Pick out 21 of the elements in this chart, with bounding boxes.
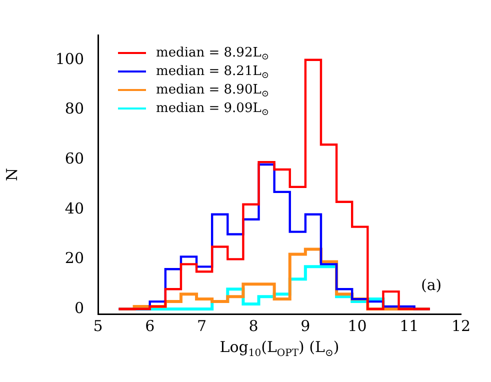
x-tick-label: 12 bbox=[451, 316, 471, 335]
y-axis-title: N bbox=[2, 168, 21, 182]
annotation: (a) bbox=[421, 276, 442, 294]
x-tick-label: 11 bbox=[400, 316, 419, 335]
x-tick-label: 9 bbox=[300, 316, 310, 335]
x-tick-label: 5 bbox=[93, 316, 103, 335]
y-tick-label: 80 bbox=[64, 100, 84, 118]
y-tick-label: 60 bbox=[64, 149, 84, 168]
x-tick-label: 6 bbox=[145, 316, 155, 335]
legend-label: median = 8.90L⊙ bbox=[156, 82, 269, 100]
y-tick-label: 40 bbox=[64, 199, 84, 218]
legend-label: median = 8.21L⊙ bbox=[156, 64, 269, 81]
legend-label: median = 8.92L⊙ bbox=[156, 45, 269, 62]
y-tick-label: 100 bbox=[55, 50, 84, 68]
x-axis-title: Log$_{10}$(L$_{OPT}$) (L$_{⊙}$) bbox=[218, 338, 340, 359]
legend-label: median = 9.09L⊙ bbox=[156, 100, 269, 118]
x-tick-label: 8 bbox=[248, 316, 258, 335]
x-tick-label: 10 bbox=[348, 316, 367, 335]
y-tick-label: 0 bbox=[74, 298, 84, 317]
x-tick-label: 7 bbox=[196, 316, 206, 335]
y-tick-label: 20 bbox=[64, 249, 84, 268]
